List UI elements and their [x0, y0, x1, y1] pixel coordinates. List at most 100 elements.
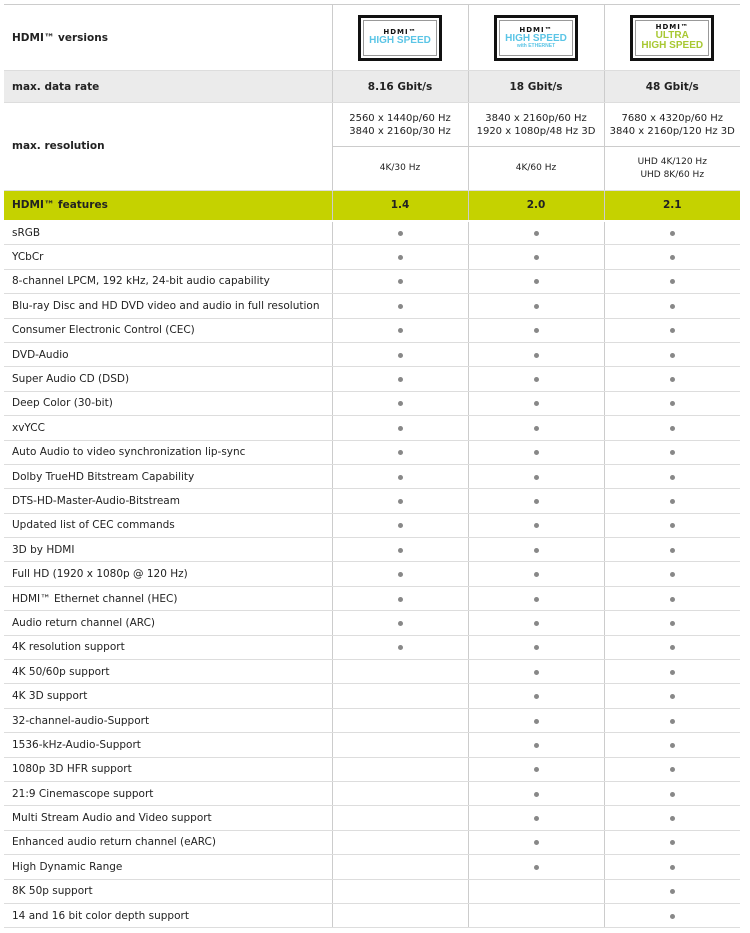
feature-row: 32-channel-audio-Support — [4, 708, 740, 734]
resolution-line: 2560 x 1440p/60 Hz — [349, 112, 451, 124]
feature-name: Dolby TrueHD Bitstream Capability — [4, 464, 332, 490]
resolution-value: 2560 x 1440p/60 Hz 3840 x 2160p/30 Hz — [331, 102, 468, 147]
supported-dot-icon — [397, 523, 403, 529]
supported-dot-icon — [397, 401, 403, 407]
supported-dot-icon — [533, 255, 539, 261]
logo-text: ULTRA — [655, 30, 689, 41]
supported-dot-icon — [397, 572, 403, 578]
support-cell — [467, 220, 604, 246]
feature-name: HDMI™ Ethernet channel (HEC) — [4, 586, 332, 612]
support-cell — [603, 513, 740, 539]
supported-dot-icon — [533, 352, 539, 358]
support-cell — [467, 513, 604, 539]
support-cell — [603, 391, 740, 417]
supported-dot-icon — [669, 694, 675, 700]
support-cell — [331, 220, 468, 246]
supported-dot-icon — [669, 352, 675, 358]
support-cell — [603, 830, 740, 856]
supported-dot-icon — [669, 864, 675, 870]
support-cell — [603, 610, 740, 636]
supported-dot-icon — [533, 620, 539, 626]
feature-name: Auto Audio to video synchronization lip-… — [4, 440, 332, 465]
features-header-row: HDMI™ features 1.4 2.0 2.1 — [4, 190, 740, 222]
support-cell — [467, 391, 604, 417]
support-cell — [467, 683, 604, 709]
support-cell — [331, 488, 468, 514]
feature-row: HDMI™ Ethernet channel (HEC) — [4, 586, 740, 612]
supported-dot-icon — [397, 328, 403, 334]
support-cell — [467, 488, 604, 514]
supported-dot-icon — [669, 816, 675, 822]
supported-dot-icon — [669, 547, 675, 553]
support-cell — [603, 488, 740, 514]
feature-name: 1080p 3D HFR support — [4, 757, 332, 782]
support-cell — [331, 830, 468, 856]
support-cell — [467, 903, 604, 929]
support-cell — [467, 830, 604, 856]
support-cell — [467, 732, 604, 758]
supported-dot-icon — [397, 352, 403, 358]
supported-dot-icon — [669, 425, 675, 431]
hdmi-logo: HDMI™ HIGH SPEED with ETHERNET — [494, 14, 578, 61]
supported-dot-icon — [669, 889, 675, 895]
supported-dot-icon — [533, 596, 539, 602]
versions-label: HDMI™ versions — [4, 4, 332, 71]
support-cell — [467, 561, 604, 587]
supported-dot-icon — [669, 669, 675, 675]
uhd-row: 4K/30 Hz 4K/60 Hz UHD 4K/120 Hz UHD 8K/60 H… — [4, 146, 740, 191]
feature-name: 14 and 16 bit color depth support — [4, 903, 332, 929]
logo-brand: HDMI™ — [655, 23, 689, 31]
supported-dot-icon — [669, 913, 675, 919]
support-cell — [331, 318, 468, 343]
feature-row: 1536-kHz-Audio-Support — [4, 732, 740, 758]
supported-dot-icon — [397, 474, 403, 480]
hdmi-logo-cell: HDMI™ HIGH SPEED with ETHERNET — [467, 4, 604, 71]
support-cell — [603, 464, 740, 490]
supported-dot-icon — [397, 596, 403, 602]
supported-dot-icon — [533, 694, 539, 700]
feature-row: DVD-Audio — [4, 342, 740, 368]
support-cell — [603, 342, 740, 368]
support-cell — [331, 366, 468, 392]
support-cell — [331, 269, 468, 295]
support-cell — [603, 293, 740, 319]
data-rate-label: max. data rate — [4, 70, 332, 103]
support-cell — [467, 805, 604, 831]
logo-text: HIGH SPEED — [505, 32, 567, 44]
support-cell — [467, 342, 604, 368]
feature-row: xvYCC — [4, 415, 740, 441]
feature-row: YCbCr — [4, 244, 740, 270]
supported-dot-icon — [533, 645, 539, 651]
feature-row: Enhanced audio return channel (eARC) — [4, 830, 740, 856]
support-cell — [331, 586, 468, 612]
feature-row: Full HD (1920 x 1080p @ 120 Hz) — [4, 561, 740, 587]
supported-dot-icon — [533, 303, 539, 309]
feature-row: Updated list of CEC commands — [4, 513, 740, 539]
support-cell — [603, 805, 740, 831]
support-cell — [467, 293, 604, 319]
supported-dot-icon — [397, 230, 403, 236]
support-cell — [467, 318, 604, 343]
support-cell — [331, 683, 468, 709]
feature-name: DVD-Audio — [4, 342, 332, 368]
support-cell — [603, 366, 740, 392]
supported-dot-icon — [533, 498, 539, 504]
supported-dot-icon — [533, 401, 539, 407]
supported-dot-icon — [669, 596, 675, 602]
supported-dot-icon — [397, 645, 403, 651]
feature-name: sRGB — [4, 220, 332, 246]
support-cell — [603, 683, 740, 709]
logo-brand: HDMI™ — [383, 28, 417, 36]
feature-name: Full HD (1920 x 1080p @ 120 Hz) — [4, 561, 332, 587]
supported-dot-icon — [533, 816, 539, 822]
supported-dot-icon — [533, 230, 539, 236]
supported-dot-icon — [669, 718, 675, 724]
feature-name: 8-channel LPCM, 192 kHz, 24-bit audio ca… — [4, 269, 332, 295]
supported-dot-icon — [397, 377, 403, 383]
logo-subtext: with ETHERNET — [516, 42, 556, 49]
support-cell — [331, 659, 468, 685]
supported-dot-icon — [533, 742, 539, 748]
supported-dot-icon — [533, 864, 539, 870]
feature-name: 21:9 Cinemascope support — [4, 781, 332, 807]
supported-dot-icon — [669, 450, 675, 456]
